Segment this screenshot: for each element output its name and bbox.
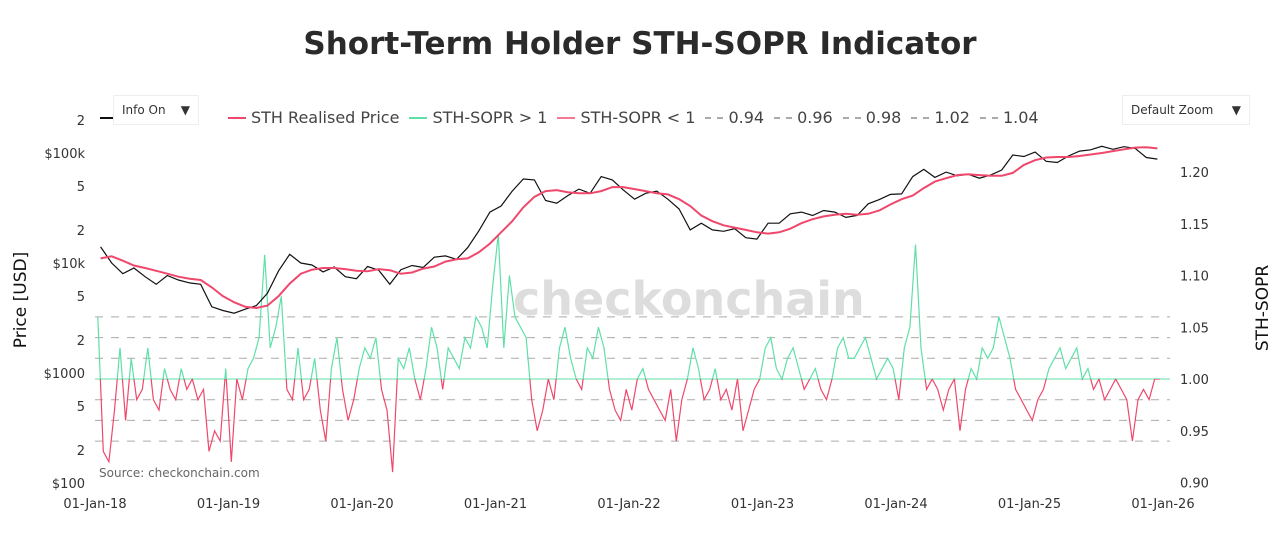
info-dropdown[interactable]: Info On ▼ bbox=[113, 95, 199, 125]
legend-swatch bbox=[409, 116, 428, 119]
legend-label: STH-SOPR > 1 bbox=[432, 108, 548, 127]
price-line bbox=[100, 145, 1158, 314]
y-right-tick-label: 1.10 bbox=[1180, 270, 1209, 285]
legend: STH Realised Price STH-SOPR > 1 STH-SOPR <… bbox=[100, 108, 1049, 127]
y-right-tick-label: 0.95 bbox=[1180, 425, 1209, 440]
y-left-tick-label: 2 bbox=[77, 224, 85, 239]
legend-label: 0.94 bbox=[728, 108, 765, 127]
sopr-above-line bbox=[97, 234, 1161, 379]
legend-item[interactable]: 0.96 bbox=[774, 108, 833, 127]
zoom-dropdown-label: Default Zoom bbox=[1131, 103, 1214, 117]
legend-label: 1.02 bbox=[934, 108, 970, 127]
x-tick-label: 01-Jan-24 bbox=[864, 497, 927, 512]
chart-title: Short-Term Holder STH-SOPR Indicator bbox=[303, 26, 977, 62]
legend-item[interactable]: 0.94 bbox=[705, 108, 764, 127]
legend-label: STH Realised Price bbox=[251, 108, 400, 127]
y-right-tick-label: 1.20 bbox=[1180, 166, 1209, 181]
legend-swatch bbox=[842, 116, 861, 119]
y-right-tick-label: 1.05 bbox=[1180, 321, 1209, 336]
legend-swatch bbox=[911, 116, 930, 119]
source-note: Source: checkonchain.com bbox=[99, 466, 260, 480]
y-left-tick-label: 5 bbox=[77, 290, 85, 305]
x-tick-label: 01-Jan-26 bbox=[1131, 497, 1194, 512]
caret-down-icon: ▼ bbox=[180, 103, 190, 117]
legend-item[interactable]: 0.98 bbox=[842, 108, 902, 127]
legend-label: 0.98 bbox=[865, 108, 902, 127]
x-tick-label: 01-Jan-20 bbox=[330, 497, 393, 512]
legend-swatch bbox=[557, 116, 576, 119]
realised-price-line bbox=[100, 146, 1158, 310]
y-left-tick-label: $10k bbox=[53, 257, 86, 272]
y-left-tick-label: $100k bbox=[44, 147, 85, 162]
legend-label: STH-SOPR < 1 bbox=[580, 108, 696, 127]
legend-item[interactable]: STH Realised Price bbox=[228, 108, 399, 127]
zoom-dropdown[interactable]: Default Zoom ▼ bbox=[1122, 95, 1250, 125]
y-right-tick-label: 1.00 bbox=[1180, 373, 1209, 388]
y-right-axis-title: STH-SOPR bbox=[1253, 265, 1273, 352]
y-right-tick-label: 0.90 bbox=[1180, 477, 1209, 492]
sopr-below-line bbox=[99, 379, 1161, 473]
x-tick-label: 01-Jan-25 bbox=[998, 497, 1061, 512]
caret-down-icon: ▼ bbox=[1231, 103, 1241, 117]
info-dropdown-label: Info On bbox=[122, 103, 166, 117]
legend-swatch bbox=[979, 116, 998, 119]
x-tick-label: 01-Jan-23 bbox=[731, 497, 794, 512]
y-left-axis-title: Price [USD] bbox=[11, 252, 31, 348]
legend-price-swatch bbox=[100, 116, 118, 119]
legend-label: 1.04 bbox=[1002, 108, 1039, 127]
y-right-tick-label: 1.15 bbox=[1180, 218, 1209, 233]
y-left-tick-label: $1000 bbox=[44, 367, 85, 382]
x-tick-label: 01-Jan-18 bbox=[63, 497, 126, 512]
x-tick-label: 01-Jan-22 bbox=[597, 497, 660, 512]
legend-swatch bbox=[705, 116, 724, 119]
y-left-tick-label: 2 bbox=[77, 114, 85, 129]
legend-item[interactable]: STH-SOPR < 1 bbox=[557, 108, 695, 127]
x-tick-label: 01-Jan-21 bbox=[464, 497, 527, 512]
y-left-tick-label: 2 bbox=[77, 334, 85, 349]
legend-item[interactable]: STH-SOPR > 1 bbox=[409, 108, 547, 127]
x-tick-label: 01-Jan-19 bbox=[197, 497, 260, 512]
y-left-tick-label: 5 bbox=[77, 180, 85, 195]
y-left-tick-label: $100 bbox=[52, 477, 85, 492]
legend-swatch bbox=[774, 116, 793, 119]
y-left-tick-label: 5 bbox=[77, 400, 85, 415]
legend-item[interactable]: 1.04 bbox=[979, 108, 1039, 127]
legend-label: 0.96 bbox=[797, 108, 833, 127]
legend-item[interactable]: 1.02 bbox=[911, 108, 970, 127]
y-left-tick-label: 2 bbox=[77, 444, 85, 459]
legend-swatch bbox=[228, 116, 246, 119]
